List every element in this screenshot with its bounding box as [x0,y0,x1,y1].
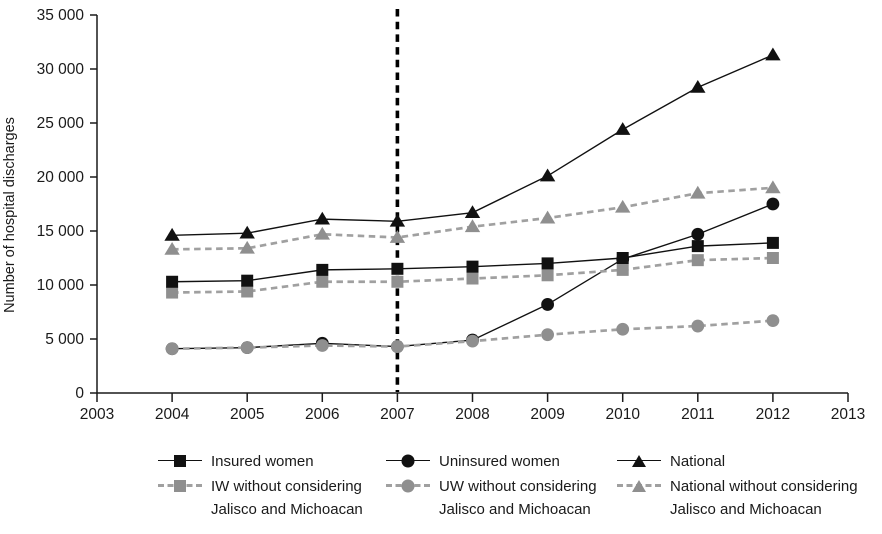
x-tick-label: 2007 [380,406,414,423]
triangle-marker-national [314,211,330,225]
y-tick-label: 35 000 [37,7,85,24]
solid-triangle-swatch-icon [617,454,661,468]
triangle-marker-national [239,225,255,239]
circle-marker-uw-without-considering-jalisco-and-michoacan [391,340,404,353]
legend-column-national: National National without considering Ja… [617,451,879,519]
circle-marker-uw-without-considering-jalisco-and-michoacan [691,319,705,333]
triangle-marker-national [464,205,481,219]
triangle-marker-national-without-considering-jalisco-and-michoacan [164,241,180,255]
dashed-triangle-swatch-icon [617,479,661,493]
legend-label: IW without considering [211,477,362,495]
y-tick-label: 10 000 [37,277,85,294]
circle-marker-uw-without-considering-jalisco-and-michoacan [466,334,479,348]
square-marker-iw-without-considering-jalisco-and-michoacan [541,269,554,282]
square-marker-iw-without-considering-jalisco-and-michoacan [316,275,329,288]
x-tick-label: 2008 [455,406,489,423]
y-tick-label: 30 000 [37,61,85,78]
x-tick-label: 2009 [530,406,564,423]
legend-label: National [670,452,726,470]
legend-label: Uninsured women [439,452,560,470]
x-tick-label: 2011 [681,406,714,423]
y-tick-label: 15 000 [37,223,85,240]
legend-label: Insured women [211,452,314,470]
square-marker-insured-women [241,274,254,287]
y-tick-label: 25 000 [37,115,85,132]
square-marker-insured-women [541,257,554,270]
triangle-marker-national [389,213,406,227]
triangle-marker-national [539,168,556,182]
legend-column-uninsured: Uninsured women UW without considering J… [386,451,621,519]
legend-item-uninsured-women: Uninsured women [386,451,621,471]
triangle-marker-national [690,79,706,93]
triangle-marker-national-without-considering-jalisco-and-michoacan [389,230,406,243]
circle-marker-uw-without-considering-jalisco-and-michoacan [165,342,179,356]
chart-plot-area: Number of hospital discharges 0 5 000 10 0… [2,7,865,423]
legend-item-national: National [617,451,879,471]
legend-item-uw-without: UW without considering [386,476,621,496]
square-marker-insured-women [766,236,779,249]
x-tick-label: 2003 [80,406,114,423]
square-marker-iw-without-considering-jalisco-and-michoacan [766,252,779,264]
legend-label-continuation: Jalisco and Michoacan [670,501,822,518]
legend-label: National without considering [670,477,858,495]
legend-item-iw-without: IW without considering [158,476,393,496]
circle-marker-uw-without-considering-jalisco-and-michoacan [541,328,554,342]
square-marker-insured-women [466,260,479,273]
square-marker-iw-without-considering-jalisco-and-michoacan [391,275,404,288]
legend-item-national-without: National without considering [617,476,879,496]
y-tick-label: 20 000 [37,169,85,186]
series-line-national-without-considering-jalisco-and-michoacan [172,186,773,251]
triangle-marker-national-without-considering-jalisco-and-michoacan [464,219,481,233]
circle-marker-uninsured-women [691,227,705,241]
x-tick-label: 2013 [831,406,865,423]
solid-square-swatch-icon [158,454,202,468]
circle-marker-uw-without-considering-jalisco-and-michoacan [240,341,254,355]
square-marker-iw-without-considering-jalisco-and-michoacan [241,285,254,298]
y-tick-label: 5 000 [45,331,84,348]
square-marker-iw-without-considering-jalisco-and-michoacan [616,263,629,276]
circle-marker-uw-without-considering-jalisco-and-michoacan [766,314,780,328]
triangle-marker-national [765,47,781,61]
triangle-marker-national-without-considering-jalisco-and-michoacan [765,180,781,194]
square-marker-insured-women [616,252,629,264]
circle-marker-uw-without-considering-jalisco-and-michoacan [315,339,329,352]
dashed-circle-swatch-icon [386,479,430,493]
y-axis-title: Number of hospital discharges [2,117,18,313]
triangle-marker-national-without-considering-jalisco-and-michoacan [615,199,631,213]
legend-item-insured-women: Insured women [158,451,393,471]
x-tick-label: 2004 [155,406,190,423]
circle-marker-uninsured-women [541,298,554,311]
circle-marker-uw-without-considering-jalisco-and-michoacan [616,322,630,336]
triangle-marker-national-without-considering-jalisco-and-michoacan [690,185,706,199]
triangle-marker-national-without-considering-jalisco-and-michoacan [314,226,330,240]
legend-label: UW without considering [439,477,597,495]
legend-column-insured: Insured women IW without considering Jal… [158,451,393,519]
solid-circle-swatch-icon [386,454,430,468]
x-tick-label: 2006 [305,406,339,423]
triangle-marker-national [615,122,631,135]
triangle-marker-national [164,227,180,241]
square-marker-insured-women [691,240,704,253]
circle-marker-uninsured-women [766,197,780,211]
triangle-marker-national-without-considering-jalisco-and-michoacan [239,240,255,254]
dashed-square-swatch-icon [158,479,202,493]
legend-label-continuation: Jalisco and Michoacan [211,501,363,518]
square-marker-insured-women [166,275,179,288]
legend-label-continuation: Jalisco and Michoacan [439,501,591,518]
square-marker-insured-women [391,262,404,275]
y-tick-label: 0 [75,385,84,402]
x-tick-label: 2005 [230,406,264,423]
square-marker-insured-women [316,263,329,276]
x-tick-label: 2012 [756,406,790,423]
triangle-marker-national-without-considering-jalisco-and-michoacan [539,210,556,224]
x-tick-label: 2010 [605,406,640,423]
square-marker-iw-without-considering-jalisco-and-michoacan [166,286,179,299]
square-marker-iw-without-considering-jalisco-and-michoacan [466,272,479,285]
square-marker-iw-without-considering-jalisco-and-michoacan [691,254,704,267]
